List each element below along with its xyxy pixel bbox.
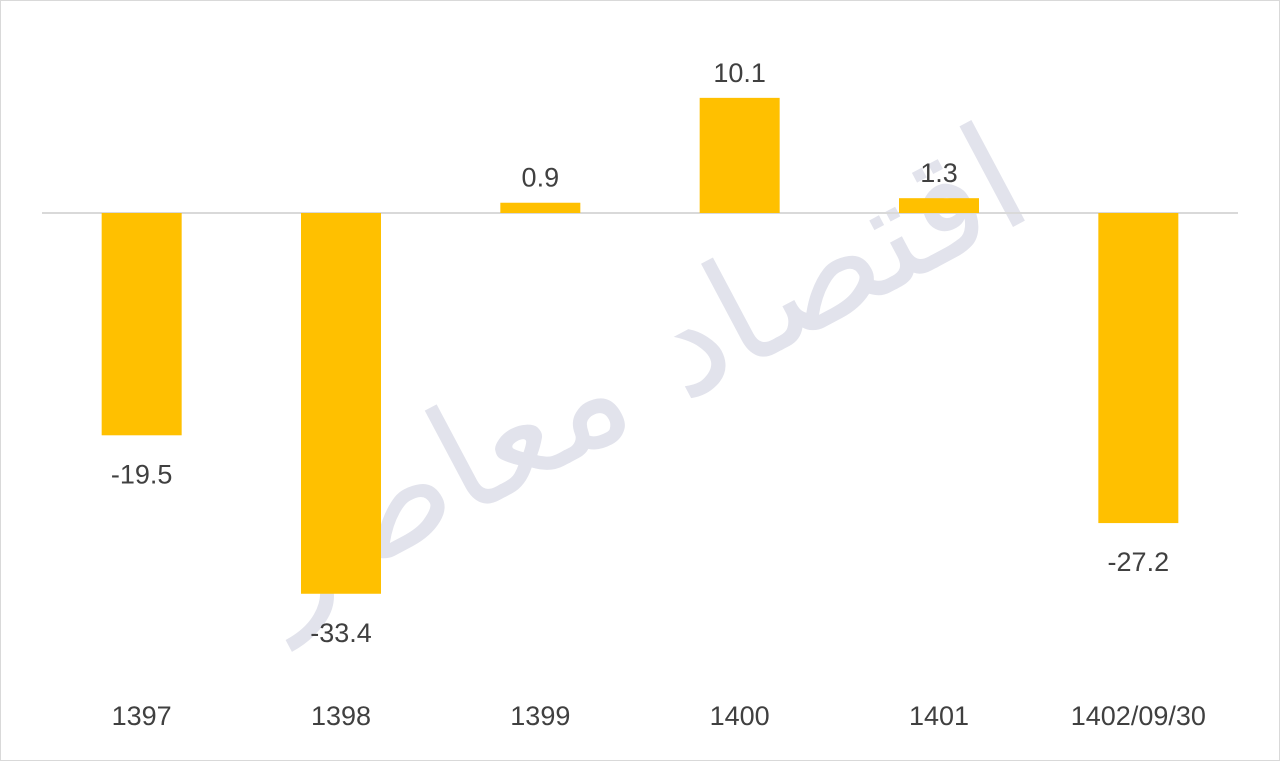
- category-label: 1398: [311, 701, 371, 731]
- bar-1397: [101, 213, 182, 436]
- bar-1401: [899, 198, 979, 213]
- category-label: 1402/09/30: [1071, 701, 1206, 731]
- value-label: -19.5: [111, 459, 173, 489]
- bars-group: [101, 97, 1179, 594]
- value-label: 0.9: [522, 163, 560, 193]
- category-label: 1400: [710, 701, 770, 731]
- value-label: 10.1: [713, 58, 766, 88]
- value-label: 1.3: [920, 158, 958, 188]
- bar-1399: [500, 202, 581, 213]
- category-label: 1399: [510, 701, 570, 731]
- value-label: -33.4: [310, 618, 372, 648]
- value-labels-group: -19.5 -33.4 0.9 10.1 1.3 -27.2: [111, 58, 1169, 648]
- bar-1398: [301, 213, 381, 594]
- category-labels-group: 1397 1398 1399 1400 1401 1402/09/30: [112, 701, 1206, 731]
- value-label: -27.2: [1108, 547, 1170, 577]
- category-label: 1401: [909, 701, 969, 731]
- bar-1400: [699, 97, 780, 213]
- category-label: 1397: [112, 701, 172, 731]
- bar-1402-09-30: [1098, 213, 1179, 524]
